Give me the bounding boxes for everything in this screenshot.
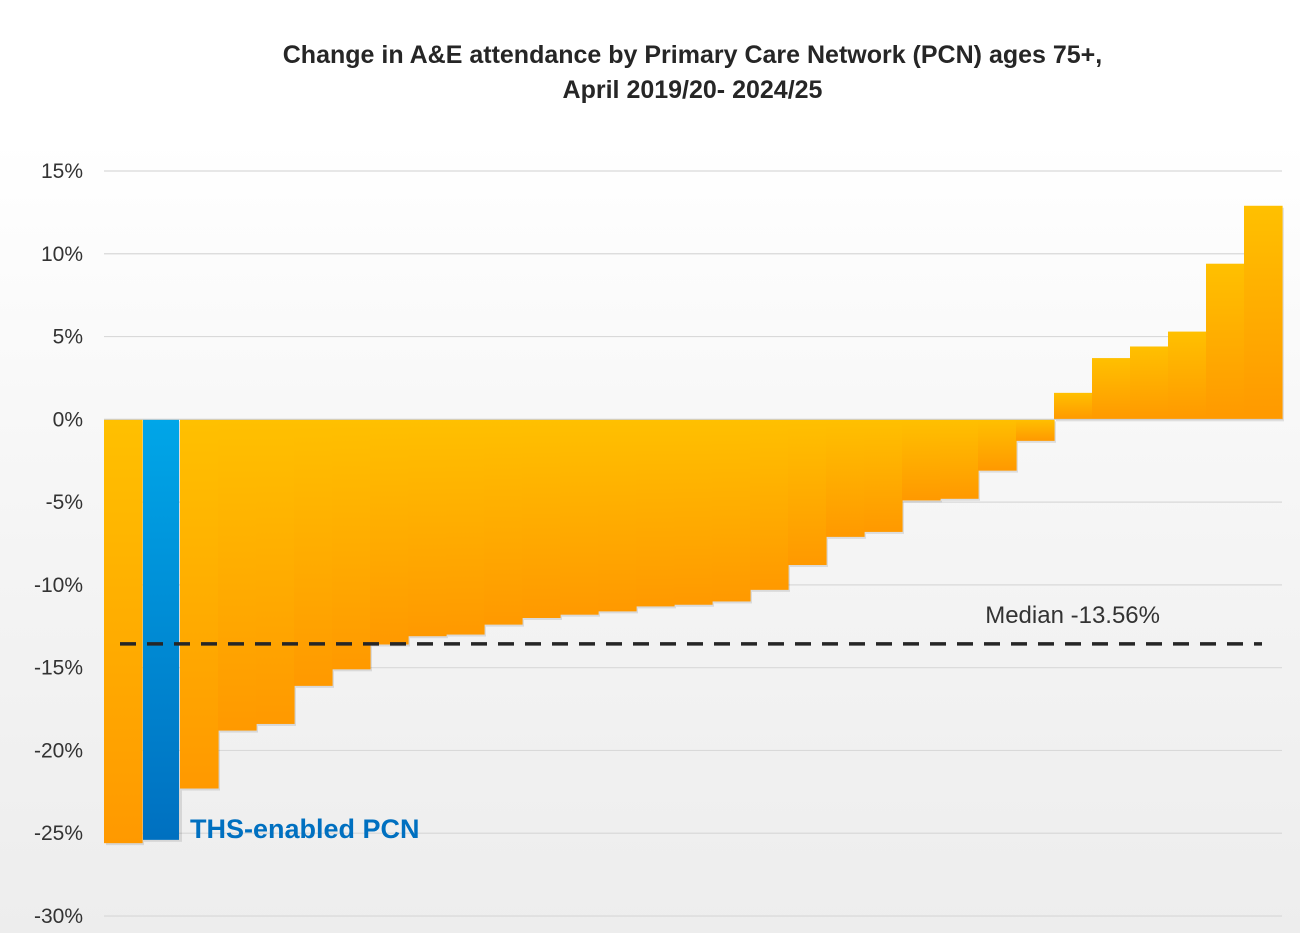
highlight-bar-label: THS-enabled PCN [190, 814, 420, 844]
bar [864, 419, 903, 532]
bar [1206, 263, 1245, 420]
chart-title-line-1: Change in A&E attendance by Primary Care… [282, 41, 1103, 69]
chart-title: Change in A&E attendance by Primary Care… [0, 38, 1300, 108]
bar [788, 419, 827, 566]
median-annotation: Median -13.56% [120, 602, 1262, 646]
bar [598, 419, 637, 612]
bar [332, 419, 371, 670]
bar [1130, 346, 1169, 420]
bar [256, 419, 295, 724]
bar [826, 419, 865, 537]
chart-title-line-2: April 2019/20- 2024/25 [562, 76, 823, 104]
y-axis-tick-labels: 15% 10% 5% 0% -5% -10% -15% -20% -25% -30% [34, 160, 83, 928]
bar [104, 419, 143, 844]
bar [1092, 358, 1131, 420]
bar [1168, 331, 1207, 420]
y-tick-label: -25% [34, 822, 83, 845]
bar [294, 419, 333, 686]
bars: THS-enabled PCN [104, 205, 1284, 846]
bar [522, 419, 561, 618]
bar-highlighted [143, 419, 179, 840]
y-tick-label: -30% [34, 905, 83, 928]
y-tick-label: -15% [34, 657, 83, 680]
bar [560, 419, 599, 615]
bar [978, 419, 1017, 471]
y-tick-label: 10% [41, 243, 83, 266]
y-tick-label: -5% [46, 491, 83, 514]
bar [180, 419, 219, 789]
bar [1054, 392, 1093, 420]
bar [636, 419, 675, 607]
bar [712, 419, 751, 602]
y-tick-label: 15% [41, 160, 83, 183]
y-tick-label: -10% [34, 574, 83, 597]
y-tick-label: 5% [53, 326, 83, 349]
y-tick-label: -20% [34, 739, 83, 762]
bar [902, 419, 941, 501]
y-tick-label: 0% [53, 408, 83, 431]
bar [1244, 205, 1283, 420]
bar [408, 419, 447, 637]
bar [750, 419, 789, 590]
median-label: Median -13.56% [985, 602, 1160, 629]
bar [1016, 419, 1055, 441]
bar [484, 419, 523, 625]
bar [370, 419, 409, 645]
bar [674, 419, 713, 605]
bar [446, 419, 485, 635]
bar [218, 419, 257, 731]
bar [940, 419, 979, 499]
